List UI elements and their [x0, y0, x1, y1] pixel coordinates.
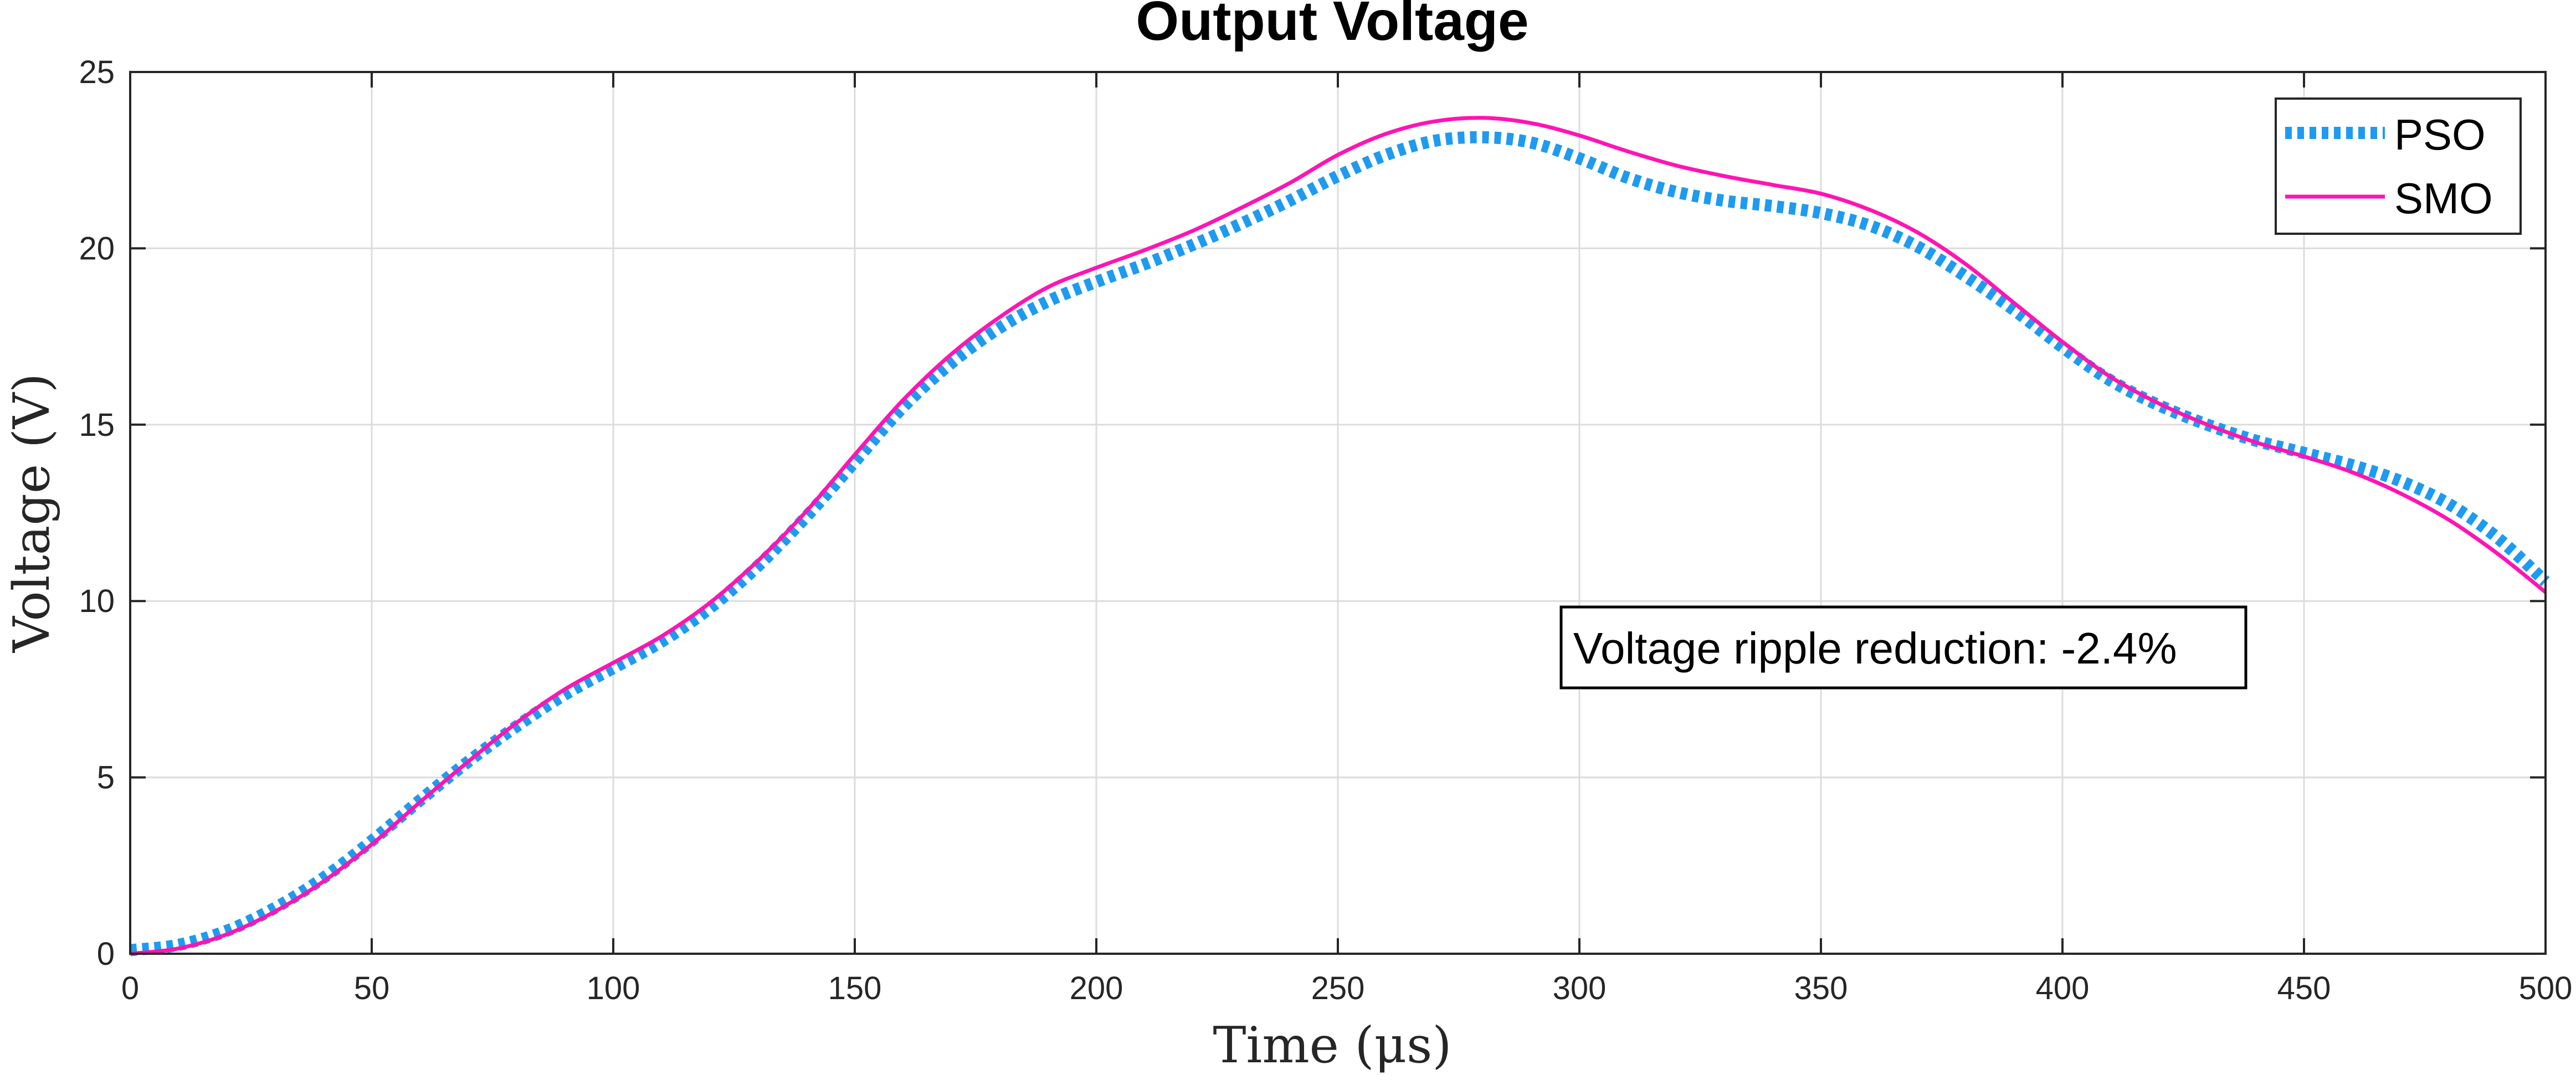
x-tick-label: 300 [1553, 970, 1607, 1006]
x-tick-label: 100 [587, 970, 640, 1006]
x-tick-label: 350 [1794, 970, 1848, 1006]
x-tick-label: 0 [121, 970, 139, 1006]
series-line-smo [130, 116, 2547, 956]
x-tick-label: 250 [1311, 970, 1365, 1006]
x-axis-label: Time (μs) [1213, 1016, 1452, 1074]
x-tick-label: 150 [828, 970, 882, 1006]
annotation-box [1559, 605, 2247, 690]
legend[interactable]: PSO SMO [2275, 97, 2522, 235]
annotation-text: Voltage ripple reduction: -2.4% [1573, 624, 2177, 673]
series-line-pso [129, 131, 2550, 956]
legend-pso-label: PSO [2394, 110, 2486, 159]
y-tick-label: 0 [97, 936, 115, 972]
x-tick-label: 200 [1070, 970, 1123, 1006]
y-tick-label: 5 [97, 760, 115, 796]
chart-title: Output Voltage [1136, 0, 1528, 52]
annotation: Voltage ripple reduction: -2.4% [1559, 605, 2247, 690]
x-tick-label: 500 [2519, 970, 2573, 1006]
y-tick-label: 25 [79, 54, 115, 90]
ticks: 0 50 100 150 200 250 300 350 400 450 500 0 5 10 15 20 25 [79, 54, 2572, 1006]
x-tick-label: 400 [2036, 970, 2090, 1006]
y-tick-label: 20 [79, 230, 115, 266]
x-tick-label: 50 [354, 970, 390, 1006]
legend-box [2275, 97, 2522, 235]
y-axis-label: Voltage (V) [3, 373, 61, 653]
series-layer [129, 116, 2550, 956]
y-tick-label: 15 [79, 407, 115, 443]
x-tick-label: 450 [2277, 970, 2331, 1006]
y-tick-label: 10 [79, 583, 115, 619]
legend-smo-label: SMO [2394, 174, 2493, 223]
